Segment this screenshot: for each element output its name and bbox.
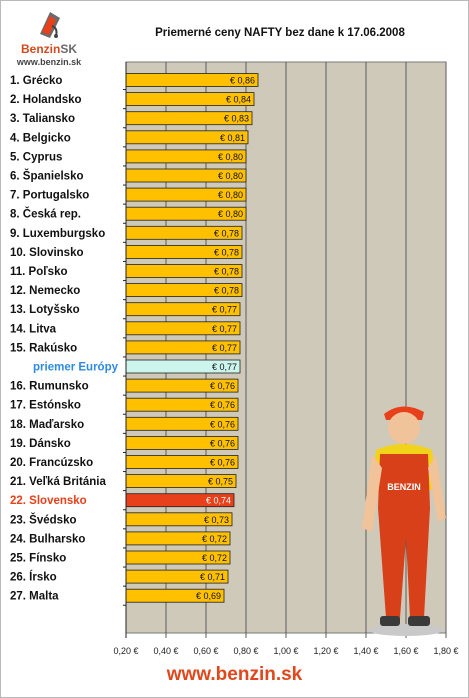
category-label: 1. Grécko (10, 75, 62, 87)
category-label: 25. Fínsko (10, 553, 66, 565)
value-label: € 0,76 (210, 458, 235, 468)
logo-brand-left: Benzin (20, 42, 61, 56)
value-label: € 0,80 (218, 190, 243, 200)
category-label: 4. Belgicko (10, 132, 71, 144)
value-label: € 0,78 (214, 247, 239, 257)
category-label-highlight: 22. Slovensko (10, 495, 87, 507)
category-label: 20. Francúzsko (10, 457, 93, 469)
category-label: 24. Bulharsko (10, 533, 85, 545)
category-label: 21. Veľká Británia (10, 476, 106, 488)
footer-url[interactable]: www.benzin.sk (166, 664, 303, 685)
category-label: 16. Rumunsko (10, 381, 89, 393)
bars-group (123, 73, 259, 606)
value-label: € 0,73 (204, 515, 229, 525)
category-label: 18. Maďarsko (10, 419, 84, 431)
category-label: 27. Malta (10, 591, 59, 603)
logo-brand-right: SK (60, 42, 77, 56)
logo-url: www.benzin.sk (16, 57, 82, 67)
category-label: 10. Slovinsko (10, 247, 84, 259)
value-label: € 0,76 (210, 381, 235, 391)
value-label: € 0,80 (218, 209, 243, 219)
category-label: 15. Rakúsko (10, 342, 77, 354)
svg-text:BENZIN: BENZIN (387, 482, 421, 492)
category-label: 7. Portugalsko (10, 190, 89, 202)
benzin-logo[interactable]: BenzinSK www.benzin.sk (8, 8, 90, 70)
fuel-pump-logo-icon (40, 12, 60, 38)
x-tick-label: 1,00 € (273, 646, 298, 656)
value-label: € 0,78 (214, 228, 239, 238)
value-label: € 0,86 (230, 76, 255, 86)
value-label: € 0,77 (212, 362, 237, 372)
x-tick-label: 1,20 € (313, 646, 338, 656)
value-label: € 0,77 (212, 305, 237, 315)
category-label: 11. Poľsko (10, 266, 68, 278)
value-label: € 0,84 (226, 95, 251, 105)
value-label: € 0,80 (218, 152, 243, 162)
x-tick-label: 1,40 € (353, 646, 378, 656)
value-label: € 0,77 (212, 324, 237, 334)
value-label: € 0,83 (224, 114, 249, 124)
x-tick-label: 0,60 € (193, 646, 218, 656)
value-label: € 0,76 (210, 419, 235, 429)
category-label: 26. Írsko (10, 571, 57, 584)
category-label: 17. Estónsko (10, 400, 81, 412)
x-tick-labels: 0,20 € 0,40 € 0,60 € 0,80 € 1,00 € 1,20 € 1,40… (113, 646, 458, 656)
category-labels: 1. Grécko 2. Holandsko 3. Taliansko 4. Belg… (10, 75, 119, 603)
value-label: € 0,72 (202, 534, 227, 544)
category-label: 13. Lotyšsko (10, 304, 80, 316)
x-tick-label: 1,80 € (433, 646, 458, 656)
value-label: € 0,78 (214, 286, 239, 296)
category-label: 6. Španielsko (10, 170, 84, 183)
category-label: 2. Holandsko (10, 94, 82, 106)
category-label: 23. Švédsko (10, 513, 76, 526)
x-tick-label: 0,40 € (153, 646, 178, 656)
value-label: € 0,81 (220, 133, 245, 143)
value-label: € 0,77 (212, 343, 237, 353)
value-label: € 0,69 (196, 591, 221, 601)
x-tick-label: 0,20 € (113, 646, 138, 656)
category-label: 9. Luxemburgsko (10, 228, 105, 240)
category-label: 3. Taliansko (10, 113, 75, 125)
value-label: € 0,80 (218, 171, 243, 181)
category-label: 19. Dánsko (10, 438, 71, 450)
value-label: € 0,78 (214, 267, 239, 277)
category-label-average: priemer Európy (33, 362, 119, 374)
value-label: € 0,76 (210, 400, 235, 410)
value-label: € 0,76 (210, 438, 235, 448)
mascot-worker-illustration: BENZIN (362, 406, 446, 636)
category-label: 8. Česká rep. (10, 208, 81, 221)
chart-title: Priemerné ceny NAFTY bez dane k 17.06.20… (155, 27, 405, 39)
value-label: € 0,71 (200, 572, 225, 582)
value-label: € 0,75 (208, 477, 233, 487)
x-tick-label: 1,60 € (393, 646, 418, 656)
value-label: € 0,74 (206, 496, 231, 506)
logo-brand: BenzinSK (8, 42, 90, 56)
category-label: 14. Litva (10, 323, 57, 335)
category-label: 12. Nemecko (10, 285, 80, 297)
value-label: € 0,72 (202, 553, 227, 563)
x-tick-label: 0,80 € (233, 646, 258, 656)
category-label: 5. Cyprus (10, 151, 62, 163)
value-labels: € 0,86 € 0,84 € 0,83 € 0,81 € 0,80 € 0,80 € 0,… (196, 76, 255, 602)
